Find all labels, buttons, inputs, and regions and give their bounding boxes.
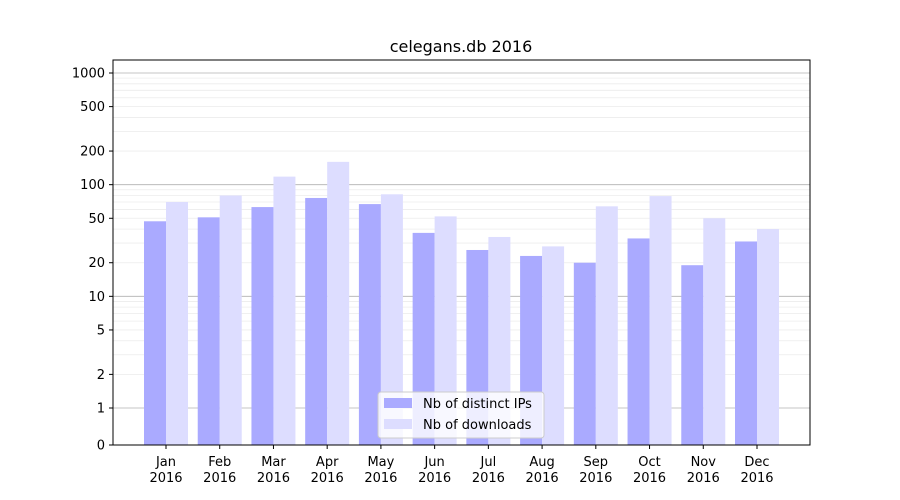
y-tick-label: 1: [97, 402, 105, 417]
bar-distinct-ips: [573, 262, 596, 445]
bars: [144, 161, 779, 446]
x-tick-label: Oct 2016: [633, 455, 666, 486]
bar-downloads: [327, 161, 350, 445]
x-tick-label: Dec 2016: [740, 455, 773, 486]
bar-distinct-ips: [358, 204, 381, 445]
x-tick-label: Jul 2016: [472, 455, 505, 486]
legend: Nb of distinct IPs Nb of downloads: [377, 391, 545, 439]
bar-downloads: [219, 195, 242, 445]
bar-downloads: [595, 206, 618, 445]
x-tick-label: Nov 2016: [687, 455, 720, 486]
legend-label: Nb of downloads: [423, 418, 532, 433]
y-tick-label: 100: [80, 178, 105, 193]
bar-downloads: [166, 201, 188, 445]
bar-downloads: [757, 229, 779, 445]
bar-distinct-ips: [735, 241, 757, 445]
y-tick-label: 5: [97, 323, 105, 338]
y-tick-label: 10: [88, 290, 105, 305]
bar-distinct-ips: [681, 265, 704, 445]
legend-swatch: [384, 398, 412, 408]
bar-downloads: [703, 218, 726, 445]
legend-label: Nb of distinct IPs: [423, 397, 532, 412]
bar-distinct-ips: [627, 238, 650, 445]
x-tick-label: Jan 2016: [149, 455, 182, 486]
x-tick-label: Feb 2016: [203, 455, 236, 486]
bar-downloads: [434, 216, 457, 445]
y-tick-label: 200: [80, 145, 105, 160]
bar-distinct-ips: [251, 207, 274, 445]
y-tick-label: 20: [88, 256, 105, 271]
bar-downloads: [542, 246, 565, 445]
bar-distinct-ips: [305, 197, 328, 445]
y-tick-label: 0: [97, 439, 105, 454]
x-tick-label: Sep 2016: [579, 455, 612, 486]
x-axis: Jan 2016 Feb 2016 Mar 2016 Apr 2016 May 2016 Jun 20…: [149, 445, 774, 486]
x-tick-label: Apr 2016: [311, 455, 344, 486]
chart-title: celegans.db 2016: [390, 37, 533, 56]
bar-downloads: [380, 194, 403, 445]
y-tick-label: 2: [97, 368, 105, 383]
y-axis: 0 1 2 5 10 20 50 100 200 500 1000: [72, 67, 113, 454]
x-tick-label: Aug 2016: [526, 455, 559, 486]
y-tick-label: 50: [88, 212, 105, 227]
legend-box: [377, 391, 545, 439]
plot-frame: [112, 59, 811, 446]
y-tick-label: 500: [80, 100, 105, 115]
y-tick-label: 1000: [72, 67, 105, 82]
legend-swatch: [384, 419, 412, 429]
bar-downloads: [649, 196, 672, 445]
bar-distinct-ips: [197, 217, 220, 445]
x-tick-label: Jun 2016: [418, 455, 451, 486]
bar-distinct-ips: [144, 221, 166, 445]
x-tick-label: Mar 2016: [257, 455, 290, 486]
x-tick-label: May 2016: [364, 455, 397, 486]
bar-downloads: [273, 176, 296, 446]
